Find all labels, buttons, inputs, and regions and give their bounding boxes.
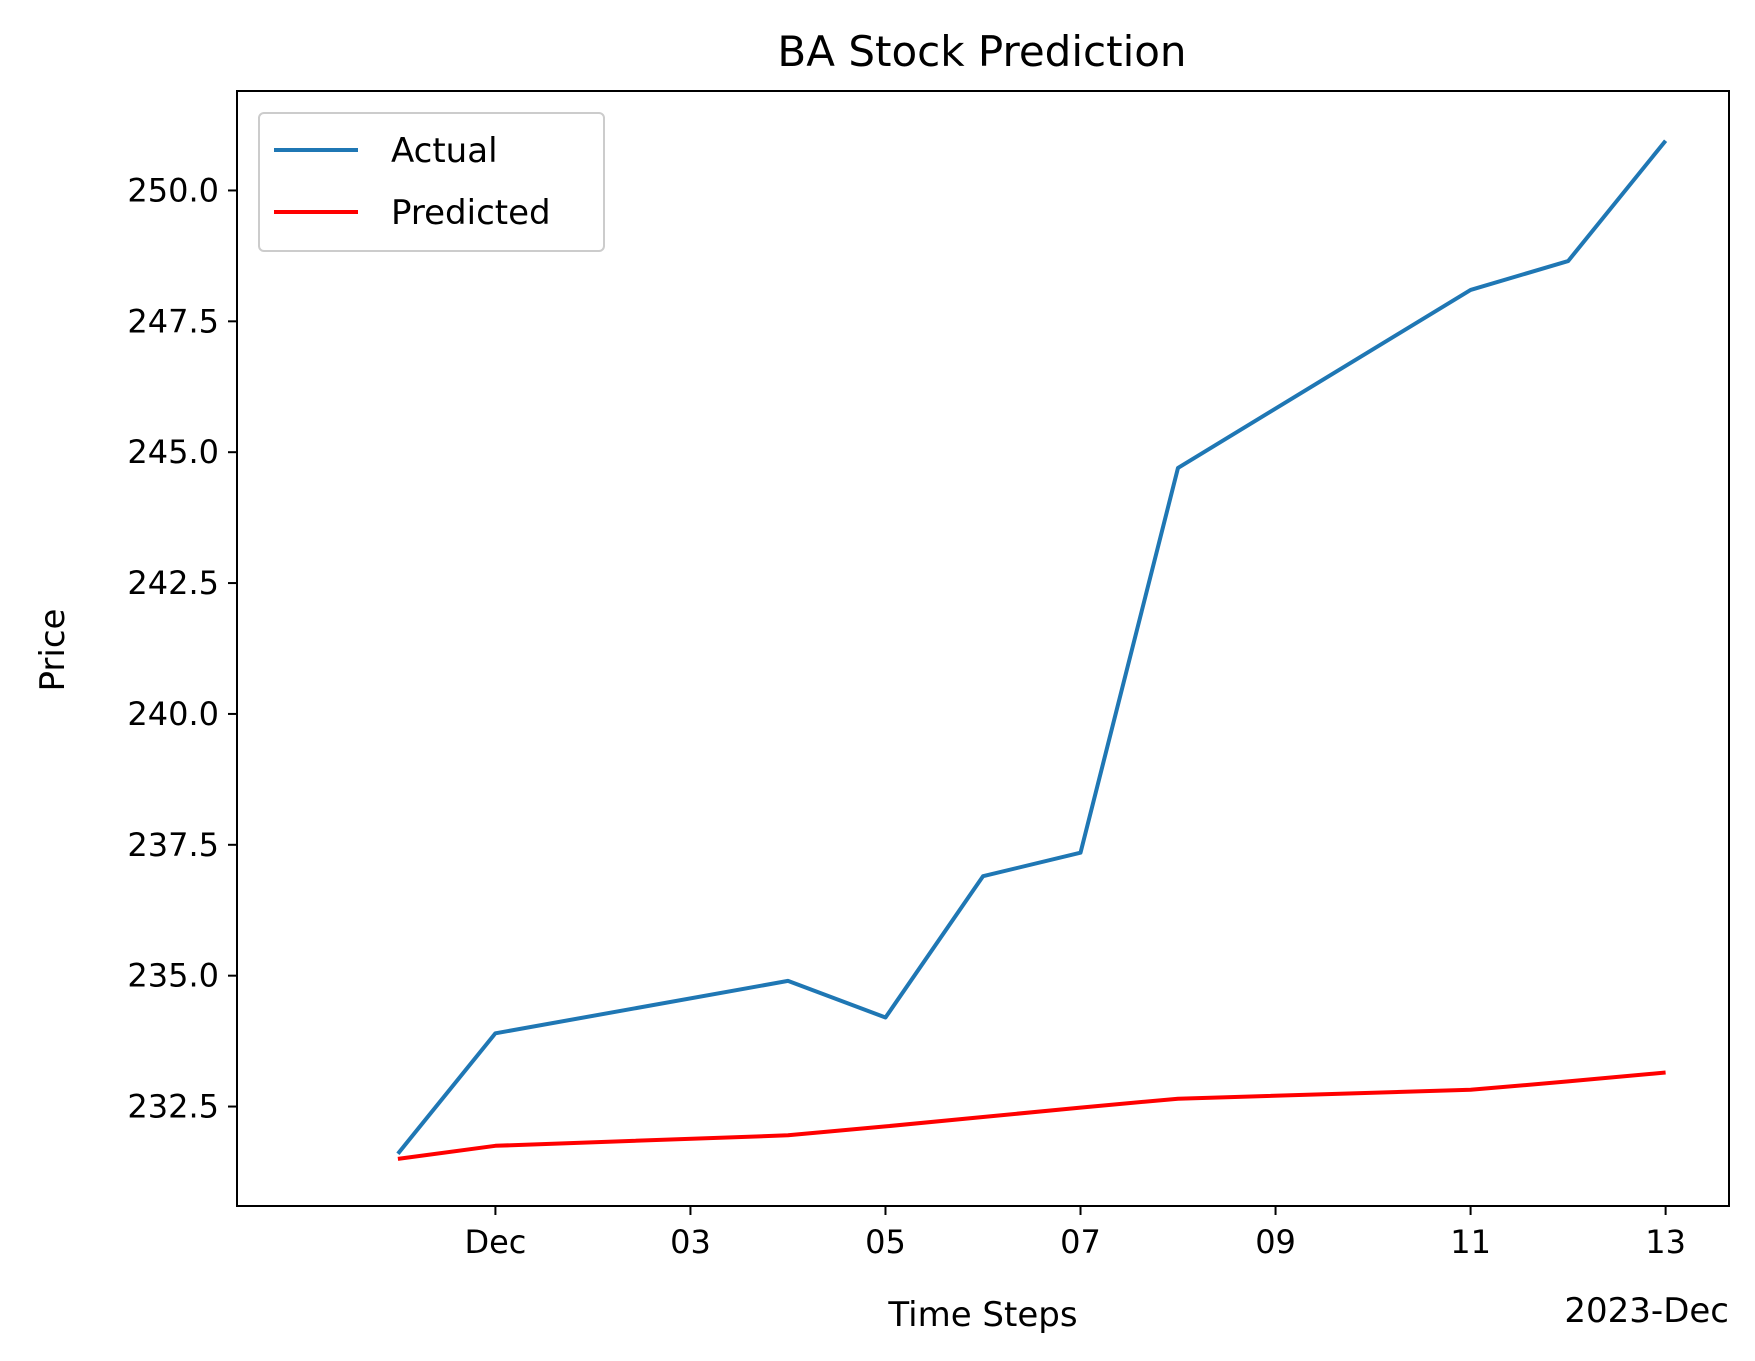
y-axis-title: Price xyxy=(33,609,73,692)
plot-area xyxy=(396,139,1668,1161)
y-tick-label: 232.5 xyxy=(127,1088,219,1126)
x-tick-label: 11 xyxy=(1450,1223,1491,1261)
y-tick-label: 235.0 xyxy=(127,957,219,995)
y-axis: 232.5 235.0 237.5 240.0 242.5 245.0 247.5 250.0 xyxy=(127,171,237,1126)
x-tick-label: 09 xyxy=(1255,1223,1296,1261)
legend-label-actual: Actual xyxy=(391,131,498,171)
x-axis-title: Time Steps xyxy=(887,1295,1077,1335)
legend-label-predicted: Predicted xyxy=(391,193,551,233)
legend-box xyxy=(258,112,605,252)
plot-frame xyxy=(236,90,1730,1207)
chart-title: BA Stock Prediction xyxy=(777,27,1186,76)
x-axis: Dec 03 05 07 09 11 13 xyxy=(464,1206,1686,1261)
y-tick-label: 240.0 xyxy=(127,695,219,733)
legend: Actual Predicted xyxy=(258,112,605,252)
y-tick-label: 247.5 xyxy=(127,302,219,340)
x-tick-label: 03 xyxy=(670,1223,711,1261)
x-tick-label: Dec xyxy=(464,1223,526,1261)
x-axis-offset-label: 2023-Dec xyxy=(1564,1291,1729,1331)
series-line-actual xyxy=(396,139,1668,1155)
y-tick-label: 250.0 xyxy=(127,171,219,209)
y-tick-label: 237.5 xyxy=(127,826,219,864)
x-tick-label: 07 xyxy=(1060,1223,1101,1261)
series-line-predicted xyxy=(397,1070,1666,1161)
y-tick-label: 245.0 xyxy=(127,433,219,471)
x-tick-label: 13 xyxy=(1645,1223,1686,1261)
x-tick-label: 05 xyxy=(865,1223,906,1261)
y-tick-label: 242.5 xyxy=(127,564,219,602)
